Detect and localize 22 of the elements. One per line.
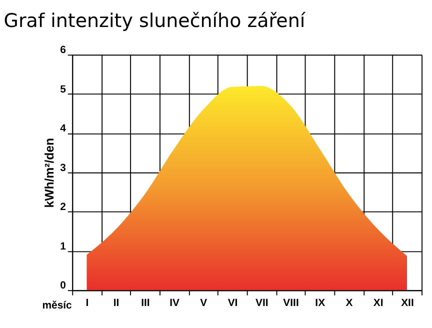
- x-tick-label: I: [86, 298, 89, 309]
- x-tick-label: VIII: [283, 298, 299, 309]
- y-tick-label: 0: [60, 280, 66, 292]
- y-tick-label: 3: [60, 162, 66, 174]
- x-tick-label: IV: [170, 298, 180, 309]
- x-tick-label: III: [141, 298, 150, 309]
- y-axis-title: kWh/m²/den: [42, 138, 57, 208]
- x-axis-title: měsíc: [42, 300, 72, 312]
- y-tick-label: 5: [60, 84, 66, 96]
- y-tick-label: 4: [60, 124, 66, 135]
- x-tick-label: XII: [401, 298, 414, 309]
- x-tick-label: IX: [315, 298, 326, 309]
- x-tick-label: II: [113, 298, 120, 309]
- x-tick-label: V: [200, 298, 208, 309]
- y-tick-label: 2: [60, 202, 66, 214]
- x-tick-label: XI: [373, 298, 384, 309]
- x-tick-label: VI: [228, 298, 238, 309]
- chart-title: Graf intenzity slunečního záření: [4, 10, 306, 32]
- x-tick-label: VII: [256, 298, 268, 309]
- y-tick-label: 6: [60, 45, 66, 56]
- y-tick-label: 1: [60, 241, 66, 252]
- x-tick-label: X: [346, 298, 353, 309]
